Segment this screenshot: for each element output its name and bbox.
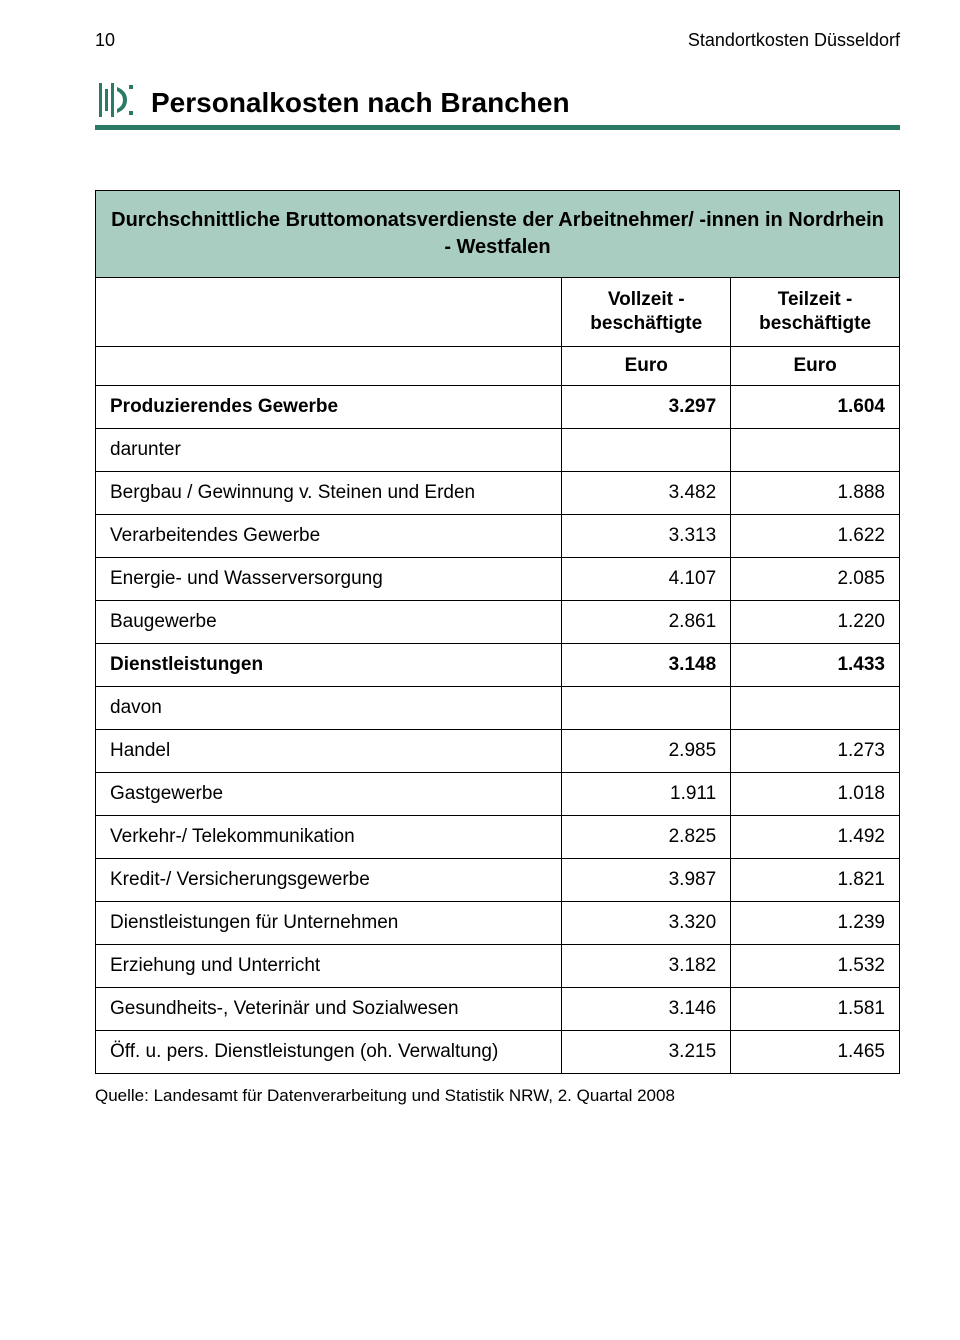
row-value-vollzeit: 4.107 xyxy=(562,557,731,600)
row-value-teilzeit: 1.465 xyxy=(731,1030,900,1073)
row-value-teilzeit: 1.888 xyxy=(731,471,900,514)
row-value-vollzeit: 2.861 xyxy=(562,600,731,643)
running-header: 10 Standortkosten Düsseldorf xyxy=(95,30,900,51)
table-row: Baugewerbe2.8611.220 xyxy=(96,600,900,643)
row-value-vollzeit: 3.482 xyxy=(562,471,731,514)
table-row: Handel2.9851.273 xyxy=(96,729,900,772)
city-logo-icon xyxy=(95,79,137,121)
row-value-vollzeit: 2.825 xyxy=(562,815,731,858)
row-value-teilzeit: 2.085 xyxy=(731,557,900,600)
row-value-teilzeit xyxy=(731,686,900,729)
row-label: Produzierendes Gewerbe xyxy=(96,385,562,428)
row-value-teilzeit: 1.433 xyxy=(731,643,900,686)
row-label: Handel xyxy=(96,729,562,772)
row-label: Bergbau / Gewinnung v. Steinen und Erden xyxy=(96,471,562,514)
row-value-teilzeit: 1.018 xyxy=(731,772,900,815)
row-label: Gesundheits-, Veterinär und Sozialwesen xyxy=(96,987,562,1030)
row-label: Energie- und Wasserversorgung xyxy=(96,557,562,600)
row-label: Erziehung und Unterricht xyxy=(96,944,562,987)
table-row: Produzierendes Gewerbe3.2971.604 xyxy=(96,385,900,428)
row-value-teilzeit: 1.492 xyxy=(731,815,900,858)
row-value-teilzeit: 1.273 xyxy=(731,729,900,772)
col-header-teilzeit: Teilzeit - beschäftigte xyxy=(731,278,900,347)
table-row: Bergbau / Gewinnung v. Steinen und Erden… xyxy=(96,471,900,514)
row-value-vollzeit xyxy=(562,686,731,729)
col-header-vollzeit: Vollzeit - beschäftigte xyxy=(562,278,731,347)
row-value-vollzeit: 3.297 xyxy=(562,385,731,428)
row-label: Kredit-/ Versicherungsgewerbe xyxy=(96,858,562,901)
row-value-vollzeit: 3.320 xyxy=(562,901,731,944)
title-block: Personalkosten nach Branchen xyxy=(95,79,900,121)
row-value-teilzeit: 1.581 xyxy=(731,987,900,1030)
row-value-teilzeit xyxy=(731,428,900,471)
row-value-teilzeit: 1.532 xyxy=(731,944,900,987)
row-label: Baugewerbe xyxy=(96,600,562,643)
table-row: Energie- und Wasserversorgung4.1072.085 xyxy=(96,557,900,600)
row-label: davon xyxy=(96,686,562,729)
table-row: Kredit-/ Versicherungsgewerbe3.9871.821 xyxy=(96,858,900,901)
row-value-vollzeit: 3.987 xyxy=(562,858,731,901)
row-label: Dienstleistungen xyxy=(96,643,562,686)
table-row: darunter xyxy=(96,428,900,471)
page: 10 Standortkosten Düsseldorf Personalkos… xyxy=(0,0,960,1136)
row-value-vollzeit xyxy=(562,428,731,471)
table-row: Erziehung und Unterricht3.1821.532 xyxy=(96,944,900,987)
row-value-vollzeit: 3.148 xyxy=(562,643,731,686)
row-value-vollzeit: 1.911 xyxy=(562,772,731,815)
title-underline xyxy=(95,125,900,130)
unit-euro-1: Euro xyxy=(562,346,731,385)
table-row: davon xyxy=(96,686,900,729)
running-title: Standortkosten Düsseldorf xyxy=(688,30,900,51)
table-row: Dienstleistungen für Unternehmen3.3201.2… xyxy=(96,901,900,944)
row-value-vollzeit: 3.215 xyxy=(562,1030,731,1073)
row-value-vollzeit: 3.182 xyxy=(562,944,731,987)
unit-euro-2: Euro xyxy=(731,346,900,385)
table-row: Verkehr-/ Telekommunikation2.8251.492 xyxy=(96,815,900,858)
row-label: Verkehr-/ Telekommunikation xyxy=(96,815,562,858)
table-row: Gastgewerbe1.9111.018 xyxy=(96,772,900,815)
row-value-teilzeit: 1.239 xyxy=(731,901,900,944)
table-row: Verarbeitendes Gewerbe3.3131.622 xyxy=(96,514,900,557)
table-row: Dienstleistungen3.1481.433 xyxy=(96,643,900,686)
source-note: Quelle: Landesamt für Datenverarbeitung … xyxy=(95,1086,900,1106)
page-number: 10 xyxy=(95,30,115,51)
row-value-vollzeit: 3.146 xyxy=(562,987,731,1030)
row-value-vollzeit: 2.985 xyxy=(562,729,731,772)
row-value-teilzeit: 1.220 xyxy=(731,600,900,643)
row-value-teilzeit: 1.821 xyxy=(731,858,900,901)
row-value-teilzeit: 1.604 xyxy=(731,385,900,428)
row-label: Verarbeitendes Gewerbe xyxy=(96,514,562,557)
row-label: Dienstleistungen für Unternehmen xyxy=(96,901,562,944)
unit-row-blank xyxy=(96,346,562,385)
table-caption: Durchschnittliche Bruttomonatsverdienste… xyxy=(96,191,900,278)
row-value-vollzeit: 3.313 xyxy=(562,514,731,557)
row-label: Gastgewerbe xyxy=(96,772,562,815)
table-corner-blank xyxy=(96,278,562,347)
table-row: Gesundheits-, Veterinär und Sozialwesen3… xyxy=(96,987,900,1030)
row-label: darunter xyxy=(96,428,562,471)
row-value-teilzeit: 1.622 xyxy=(731,514,900,557)
table-row: Öff. u. pers. Dienstleistungen (oh. Verw… xyxy=(96,1030,900,1073)
page-title: Personalkosten nach Branchen xyxy=(151,87,570,121)
earnings-table: Durchschnittliche Bruttomonatsverdienste… xyxy=(95,190,900,1074)
row-label: Öff. u. pers. Dienstleistungen (oh. Verw… xyxy=(96,1030,562,1073)
